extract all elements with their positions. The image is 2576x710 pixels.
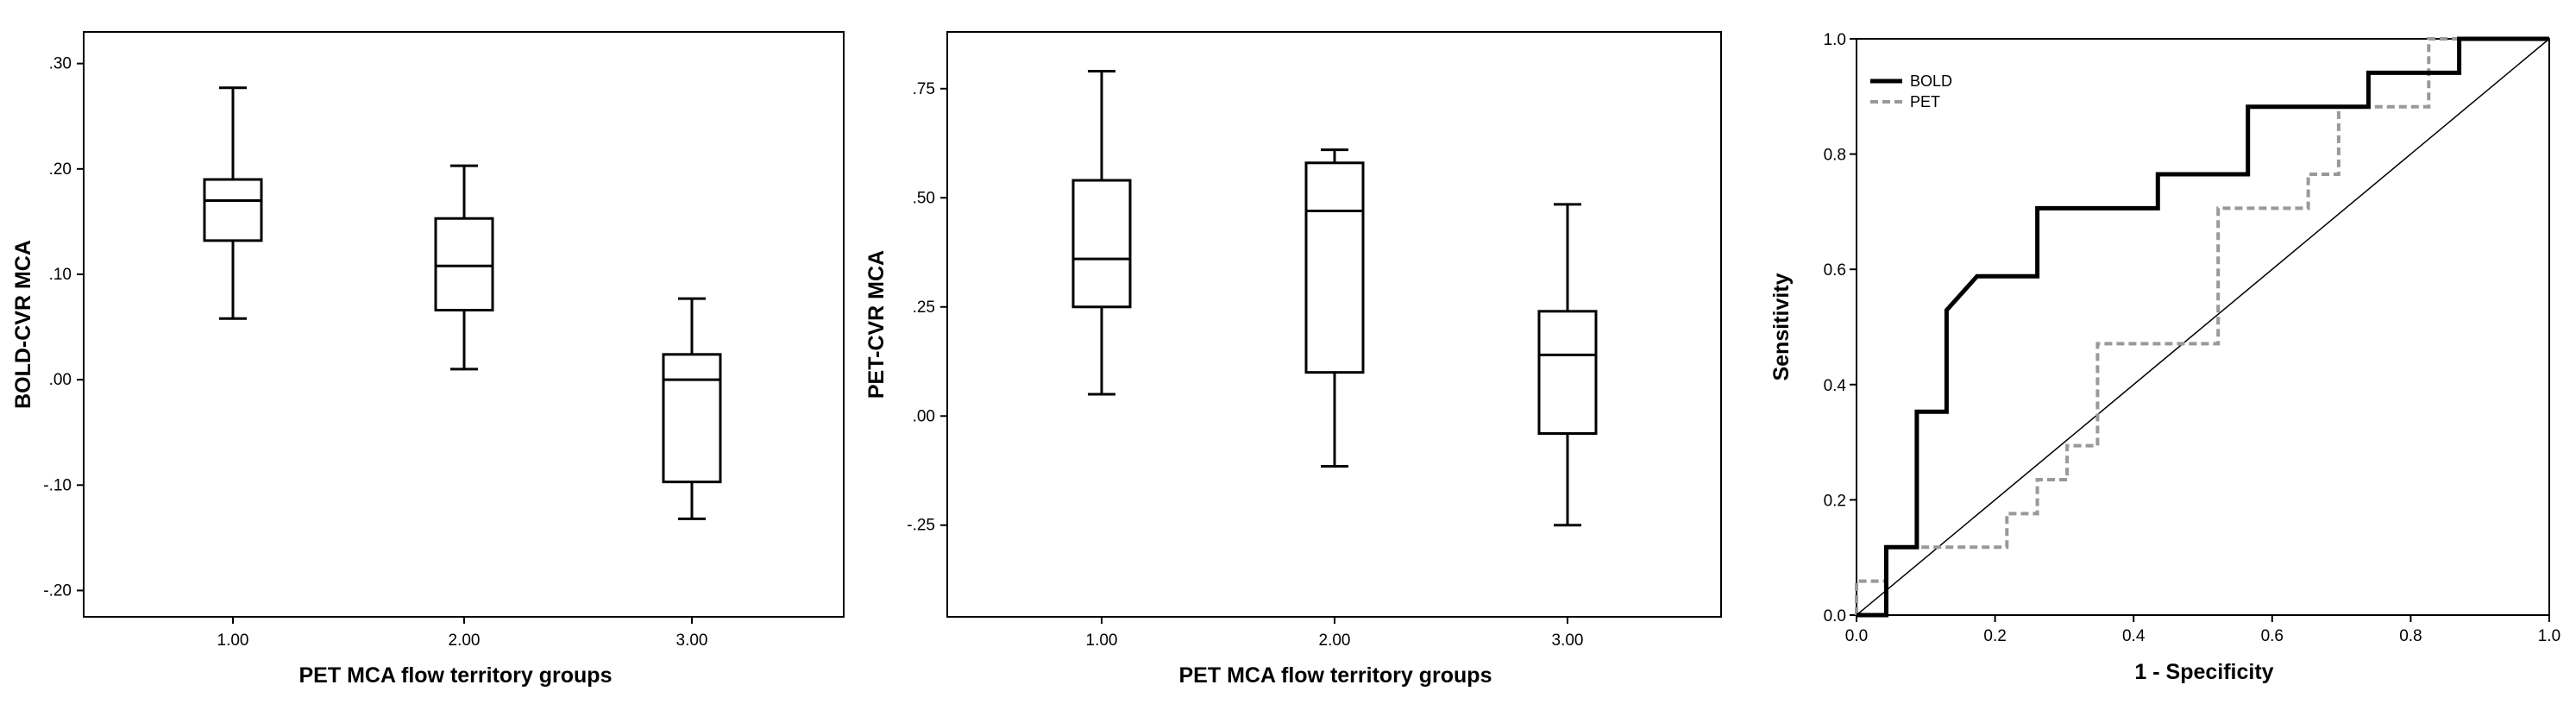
x-tick-label: 2.00 (1319, 631, 1351, 650)
iqr-box (434, 217, 494, 312)
box-2 (434, 164, 494, 371)
roc-curve-bold (1857, 36, 2549, 618)
y-tick-label: 0.6 (1824, 261, 1846, 280)
box-3 (1537, 203, 1598, 527)
x-tick-label: 0.4 (2122, 627, 2146, 645)
iqr-box (662, 353, 722, 484)
x-tick-label: 2.00 (449, 631, 481, 650)
box-2 (1304, 148, 1365, 468)
y-tick-label: .10 (49, 266, 72, 284)
roc-curve-pet (1855, 37, 2549, 615)
box-3 (662, 297, 722, 520)
plot-frame (1856, 38, 2550, 616)
iqr-box (1304, 161, 1365, 374)
y-axis-title: Sensitivity (1769, 273, 1794, 380)
y-tick-label: .50 (913, 189, 935, 207)
x-axis-title: PET MCA flow territory groups (1179, 663, 1492, 688)
y-tick-label: 1.0 (1824, 31, 1846, 49)
reference-diagonal (1856, 38, 2550, 616)
iqr-box (1537, 310, 1598, 435)
x-axis-title: PET MCA flow territory groups (299, 663, 613, 688)
y-axis-title: PET-CVR MCA (864, 250, 889, 399)
y-tick-label: .20 (49, 160, 72, 179)
legend: BOLD PET (1870, 72, 1952, 110)
y-tick-label: -.25 (907, 517, 935, 535)
x-tick-label: 1.00 (1086, 631, 1118, 650)
y-tick-label: -.10 (43, 476, 72, 494)
x-tick-label: 3.00 (1552, 631, 1584, 650)
y-tick-label: .75 (913, 80, 935, 98)
iqr-box (1071, 179, 1132, 309)
y-tick-label: .30 (49, 55, 72, 73)
boxplot-panel-1: .30 .20 .10 .00 -.10 -.20 1.00 2.00 3.00 PET MCA … (11, 31, 845, 688)
legend-label-pet: PET (1910, 93, 1940, 110)
box-1 (1071, 70, 1132, 396)
y-axis-title: BOLD-CVR MCA (11, 240, 35, 409)
x-tick-label: 1.00 (217, 631, 249, 650)
y-tick-label: .00 (913, 407, 935, 425)
y-tick-label: 0.2 (1824, 492, 1846, 510)
roc-panel: 0.0 0.2 0.4 0.6 0.8 1.0 0.0 0.2 0.4 0.6 0.8 1.0 BOLD… (1769, 31, 2560, 684)
x-tick-label: 1.0 (2538, 627, 2560, 645)
legend-label-bold: BOLD (1910, 72, 1952, 90)
y-tick-label: 0.4 (1824, 377, 1847, 395)
x-tick-label: 0.8 (2399, 627, 2422, 645)
x-tick-label: 0.0 (1845, 627, 1868, 645)
x-axis-title: 1 - Specificity (2134, 660, 2273, 684)
y-tick-label: 0.0 (1824, 607, 1846, 625)
y-tick-label: -.20 (43, 581, 72, 600)
y-tick-label: 0.8 (1824, 147, 1846, 165)
y-tick-label: .00 (49, 371, 72, 389)
x-tick-label: 0.6 (2261, 627, 2284, 645)
x-tick-label: 3.00 (676, 631, 708, 650)
box-1 (203, 86, 263, 320)
x-tick-label: 0.2 (1983, 627, 2006, 645)
iqr-box (203, 178, 263, 242)
y-tick-label: .25 (913, 298, 935, 317)
boxplot-panel-2: .75 .50 .25 .00 -.25 1.00 2.00 3.00 PET MCA flow… (864, 31, 1722, 688)
